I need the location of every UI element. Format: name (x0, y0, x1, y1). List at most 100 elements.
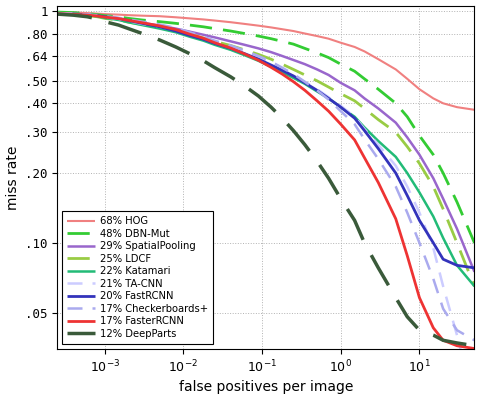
12% DeepParts (471, 343, 477, 348)
17% FasterRCNN (302, 88, 308, 93)
12% DeepParts (173, 44, 179, 49)
20% FastRCNN (471, 266, 477, 270)
22% Katamari (173, 30, 179, 35)
21% TA-CNN (116, 16, 121, 21)
12% DeepParts (352, 218, 358, 223)
22% Katamari (404, 171, 410, 176)
48% DBN-Mut (102, 13, 108, 18)
25% LDCF (268, 57, 274, 62)
17% Checkerboards+ (54, 11, 60, 16)
12% DeepParts (255, 94, 261, 98)
25% LDCF (290, 67, 296, 72)
22% Katamari (375, 139, 381, 144)
X-axis label: false positives per image: false positives per image (179, 380, 353, 394)
17% Checkerboards+ (302, 80, 308, 84)
68% HOG (116, 12, 121, 17)
21% TA-CNN (440, 284, 446, 289)
48% DBN-Mut (84, 11, 90, 16)
21% TA-CNN (431, 246, 436, 250)
68% HOG (431, 96, 436, 101)
22% Katamari (102, 16, 108, 20)
48% DBN-Mut (268, 36, 274, 41)
25% LDCF (94, 14, 100, 19)
29% SpatialPooling (417, 152, 422, 157)
21% TA-CNN (201, 36, 206, 41)
Line: 48% DBN-Mut: 48% DBN-Mut (57, 12, 474, 243)
68% HOG (201, 17, 206, 22)
20% FastRCNN (279, 68, 285, 73)
48% DBN-Mut (71, 10, 76, 15)
20% FastRCNN (71, 12, 76, 17)
20% FastRCNN (268, 63, 274, 68)
Y-axis label: miss rate: miss rate (6, 145, 20, 210)
12% DeepParts (361, 240, 367, 245)
29% SpatialPooling (228, 39, 234, 44)
48% DBN-Mut (139, 18, 145, 22)
12% DeepParts (375, 266, 381, 270)
29% SpatialPooling (116, 16, 121, 21)
17% Checkerboards+ (375, 157, 381, 162)
29% SpatialPooling (454, 226, 460, 231)
17% FasterRCNN (94, 14, 100, 18)
17% FasterRCNN (404, 253, 410, 258)
29% SpatialPooling (212, 35, 217, 40)
12% DeepParts (201, 58, 206, 63)
22% Katamari (352, 114, 358, 119)
17% FasterRCNN (139, 20, 145, 25)
17% Checkerboards+ (268, 59, 274, 64)
68% HOG (326, 36, 332, 41)
17% FasterRCNN (212, 40, 217, 45)
17% Checkerboards+ (279, 65, 285, 70)
12% DeepParts (279, 116, 285, 120)
20% FastRCNN (102, 14, 108, 19)
25% LDCF (404, 144, 410, 149)
12% DeepParts (54, 12, 60, 16)
68% HOG (471, 107, 477, 112)
68% HOG (352, 44, 358, 49)
20% FastRCNN (302, 80, 308, 85)
22% Katamari (255, 58, 261, 63)
17% FasterRCNN (454, 343, 460, 348)
20% FastRCNN (157, 24, 163, 29)
20% FastRCNN (361, 128, 367, 133)
Line: 12% DeepParts: 12% DeepParts (57, 14, 474, 346)
29% SpatialPooling (94, 13, 100, 18)
17% FasterRCNN (471, 346, 477, 351)
21% TA-CNN (212, 40, 217, 45)
25% LDCF (431, 184, 436, 189)
12% DeepParts (440, 338, 446, 343)
17% Checkerboards+ (71, 12, 76, 16)
25% LDCF (173, 28, 179, 33)
20% FastRCNN (54, 12, 60, 16)
Line: 68% HOG: 68% HOG (57, 12, 474, 110)
21% TA-CNN (279, 67, 285, 72)
29% SpatialPooling (54, 11, 60, 16)
21% TA-CNN (84, 12, 90, 17)
17% FasterRCNN (361, 155, 367, 160)
25% LDCF (361, 106, 367, 111)
29% SpatialPooling (290, 58, 296, 62)
17% Checkerboards+ (338, 109, 344, 114)
25% LDCF (440, 206, 446, 211)
29% SpatialPooling (440, 196, 446, 201)
29% SpatialPooling (393, 120, 398, 125)
68% HOG (361, 49, 367, 54)
17% Checkerboards+ (94, 13, 100, 18)
20% FastRCNN (228, 46, 234, 51)
17% FasterRCNN (375, 180, 381, 185)
21% TA-CNN (290, 72, 296, 77)
21% TA-CNN (302, 80, 308, 84)
20% FastRCNN (393, 171, 398, 176)
29% SpatialPooling (279, 54, 285, 58)
12% DeepParts (242, 84, 248, 88)
12% DeepParts (84, 14, 90, 19)
29% SpatialPooling (404, 135, 410, 140)
12% DeepParts (157, 38, 163, 42)
17% FasterRCNN (314, 98, 320, 103)
Line: 21% TA-CNN: 21% TA-CNN (57, 13, 474, 400)
12% DeepParts (116, 23, 121, 28)
17% Checkerboards+ (393, 184, 398, 189)
Line: 22% Katamari: 22% Katamari (57, 14, 474, 286)
12% DeepParts (268, 105, 274, 110)
17% FasterRCNN (228, 46, 234, 50)
